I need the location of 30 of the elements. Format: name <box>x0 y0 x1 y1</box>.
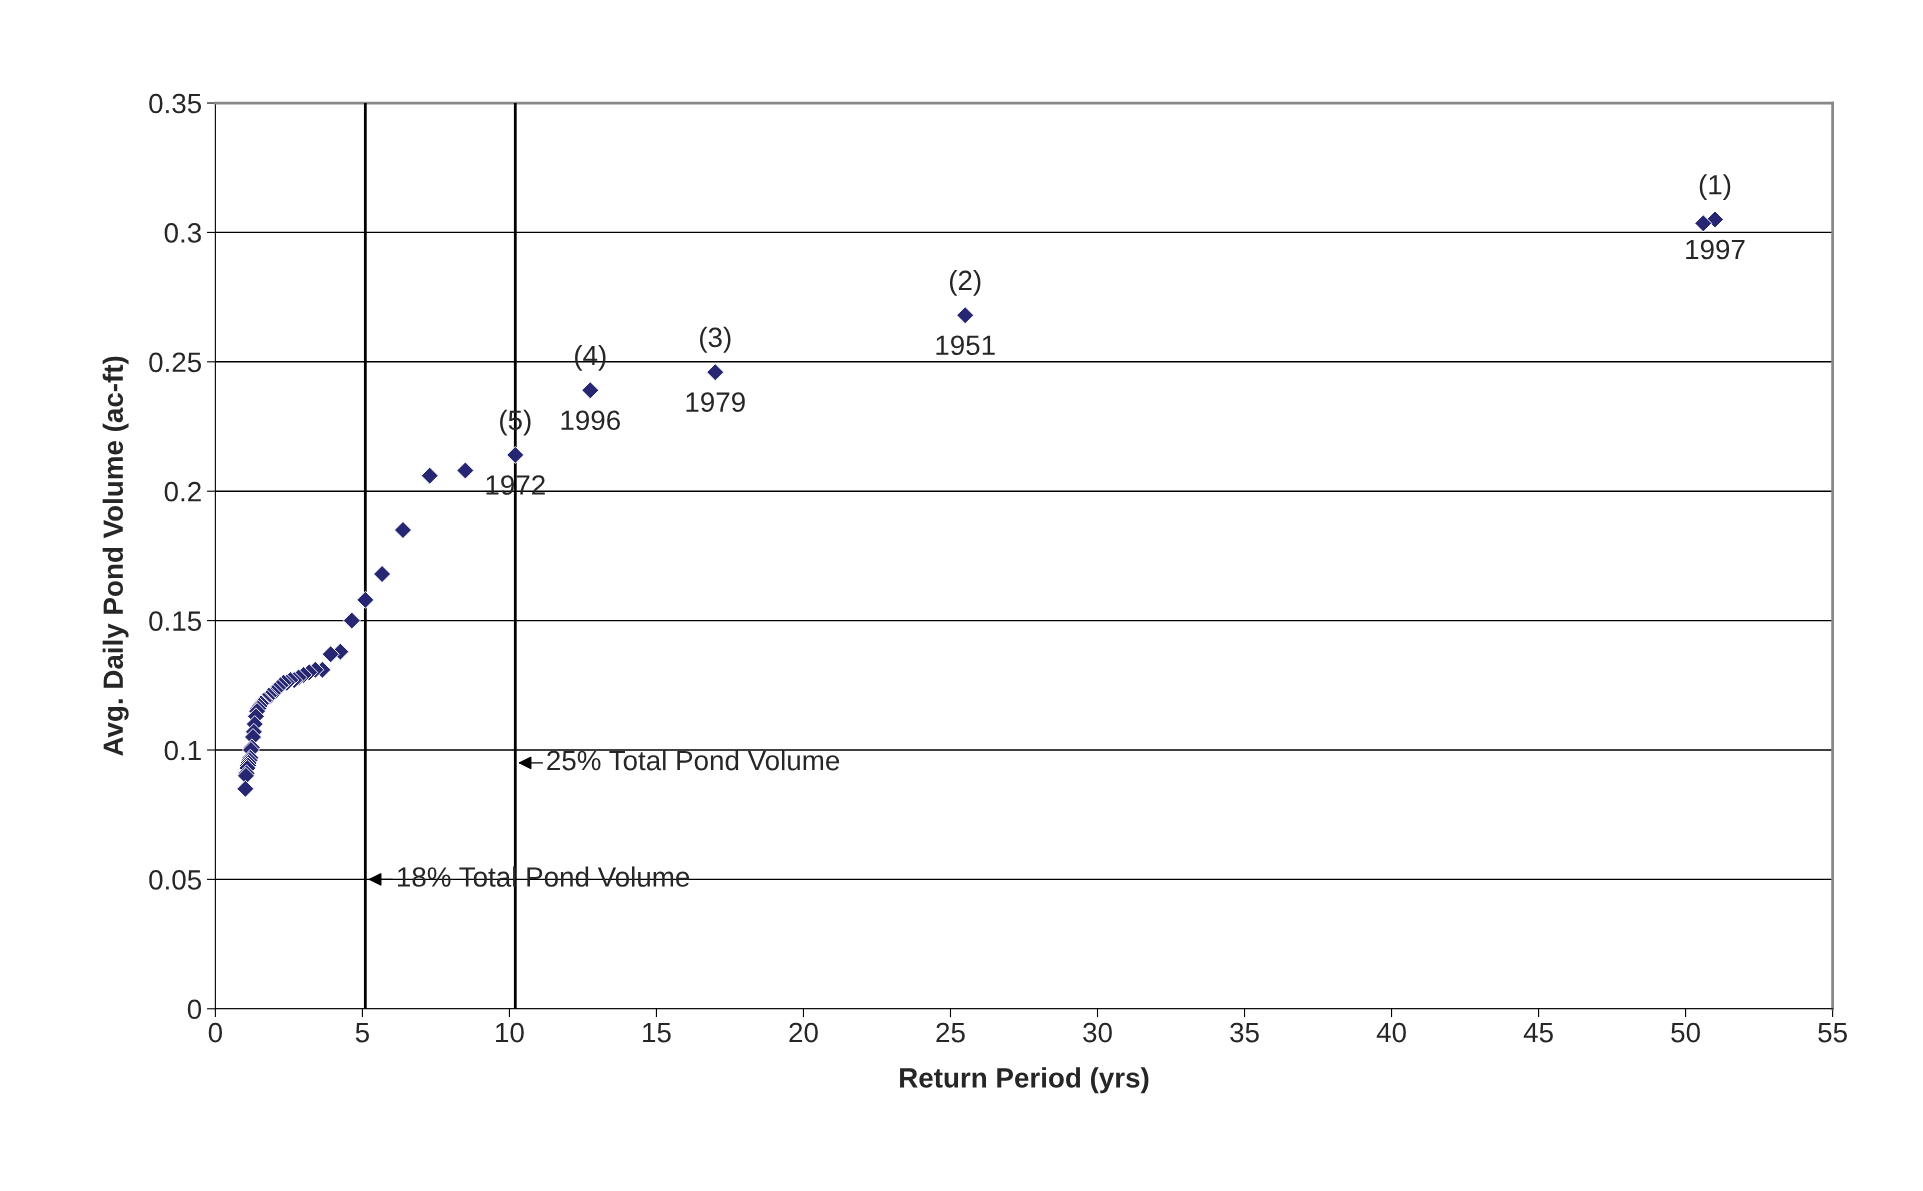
x-tick-label: 35 <box>1230 1022 1259 1043</box>
annotation: (1) <box>1699 174 1731 201</box>
x-tick-label: 15 <box>643 1022 671 1043</box>
annotation: 25% Total Pond Volume <box>547 749 840 771</box>
y-tick-label: 0.05 <box>149 870 202 890</box>
y-tick-label: 0.3 <box>164 223 201 243</box>
y-tick-label: 0.1 <box>164 740 201 761</box>
x-tick-label: 55 <box>1818 1022 1847 1043</box>
annotation: (2) <box>949 269 981 296</box>
y-tick-label: 0.15 <box>149 611 202 631</box>
y-tick-label: 0.2 <box>164 481 201 502</box>
x-tick-label: 30 <box>1083 1022 1112 1043</box>
x-tick-label: 25 <box>936 1022 965 1043</box>
y-tick-label: 0.25 <box>149 352 202 373</box>
x-tick-label: 0 <box>208 1022 223 1043</box>
annotation: 1951 <box>936 335 995 356</box>
x-axis-title: Return Period (yrs) <box>900 1067 1149 1094</box>
x-tick-label: 50 <box>1671 1022 1700 1043</box>
x-tick-label: 10 <box>496 1022 524 1043</box>
x-tick-label: 20 <box>789 1022 818 1043</box>
annotation: 1997 <box>1686 239 1745 260</box>
y-axis-title: Avg. Daily Pond Volume (ac-ft) <box>102 356 129 756</box>
annotation: 1996 <box>561 410 620 431</box>
y-tick-label: 0 <box>187 999 202 1020</box>
x-tick-label: 5 <box>355 1022 369 1043</box>
annotation: (3) <box>700 326 731 353</box>
y-tick-label: 0.35 <box>149 93 202 114</box>
x-tick-label: 45 <box>1523 1022 1553 1043</box>
x-tick-label: 40 <box>1376 1022 1406 1043</box>
annotation: 1979 <box>686 392 745 413</box>
